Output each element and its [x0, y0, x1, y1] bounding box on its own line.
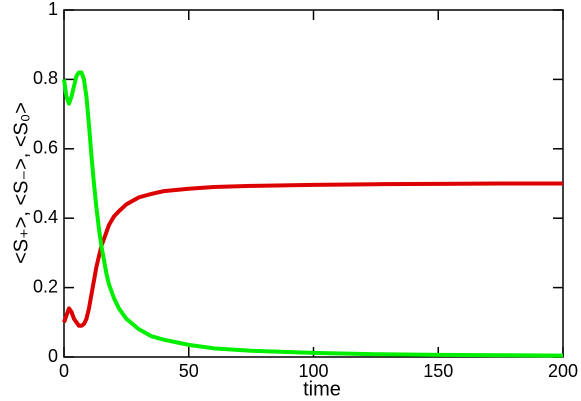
x-tick-label: 150: [423, 361, 453, 381]
y-tick-label: 0.8: [33, 68, 58, 88]
x-tick-label: 200: [548, 361, 578, 381]
x-tick-label: 0: [59, 361, 69, 381]
y-tick-label: 0: [48, 346, 58, 366]
data-line: [62, 70, 564, 358]
y-tick-label: 0.2: [33, 276, 58, 296]
data-line: [62, 181, 563, 328]
y-tick-label: 0.6: [33, 138, 58, 158]
x-axis-label: time: [303, 378, 341, 400]
y-tick-label: 0.4: [33, 207, 58, 227]
x-tick-label: 100: [298, 361, 328, 381]
x-tick-label: 50: [179, 361, 199, 381]
y-axis-label: <S₊>, <S₋>, <S₀>: [10, 102, 32, 264]
y-tick-label: 1: [48, 0, 58, 19]
